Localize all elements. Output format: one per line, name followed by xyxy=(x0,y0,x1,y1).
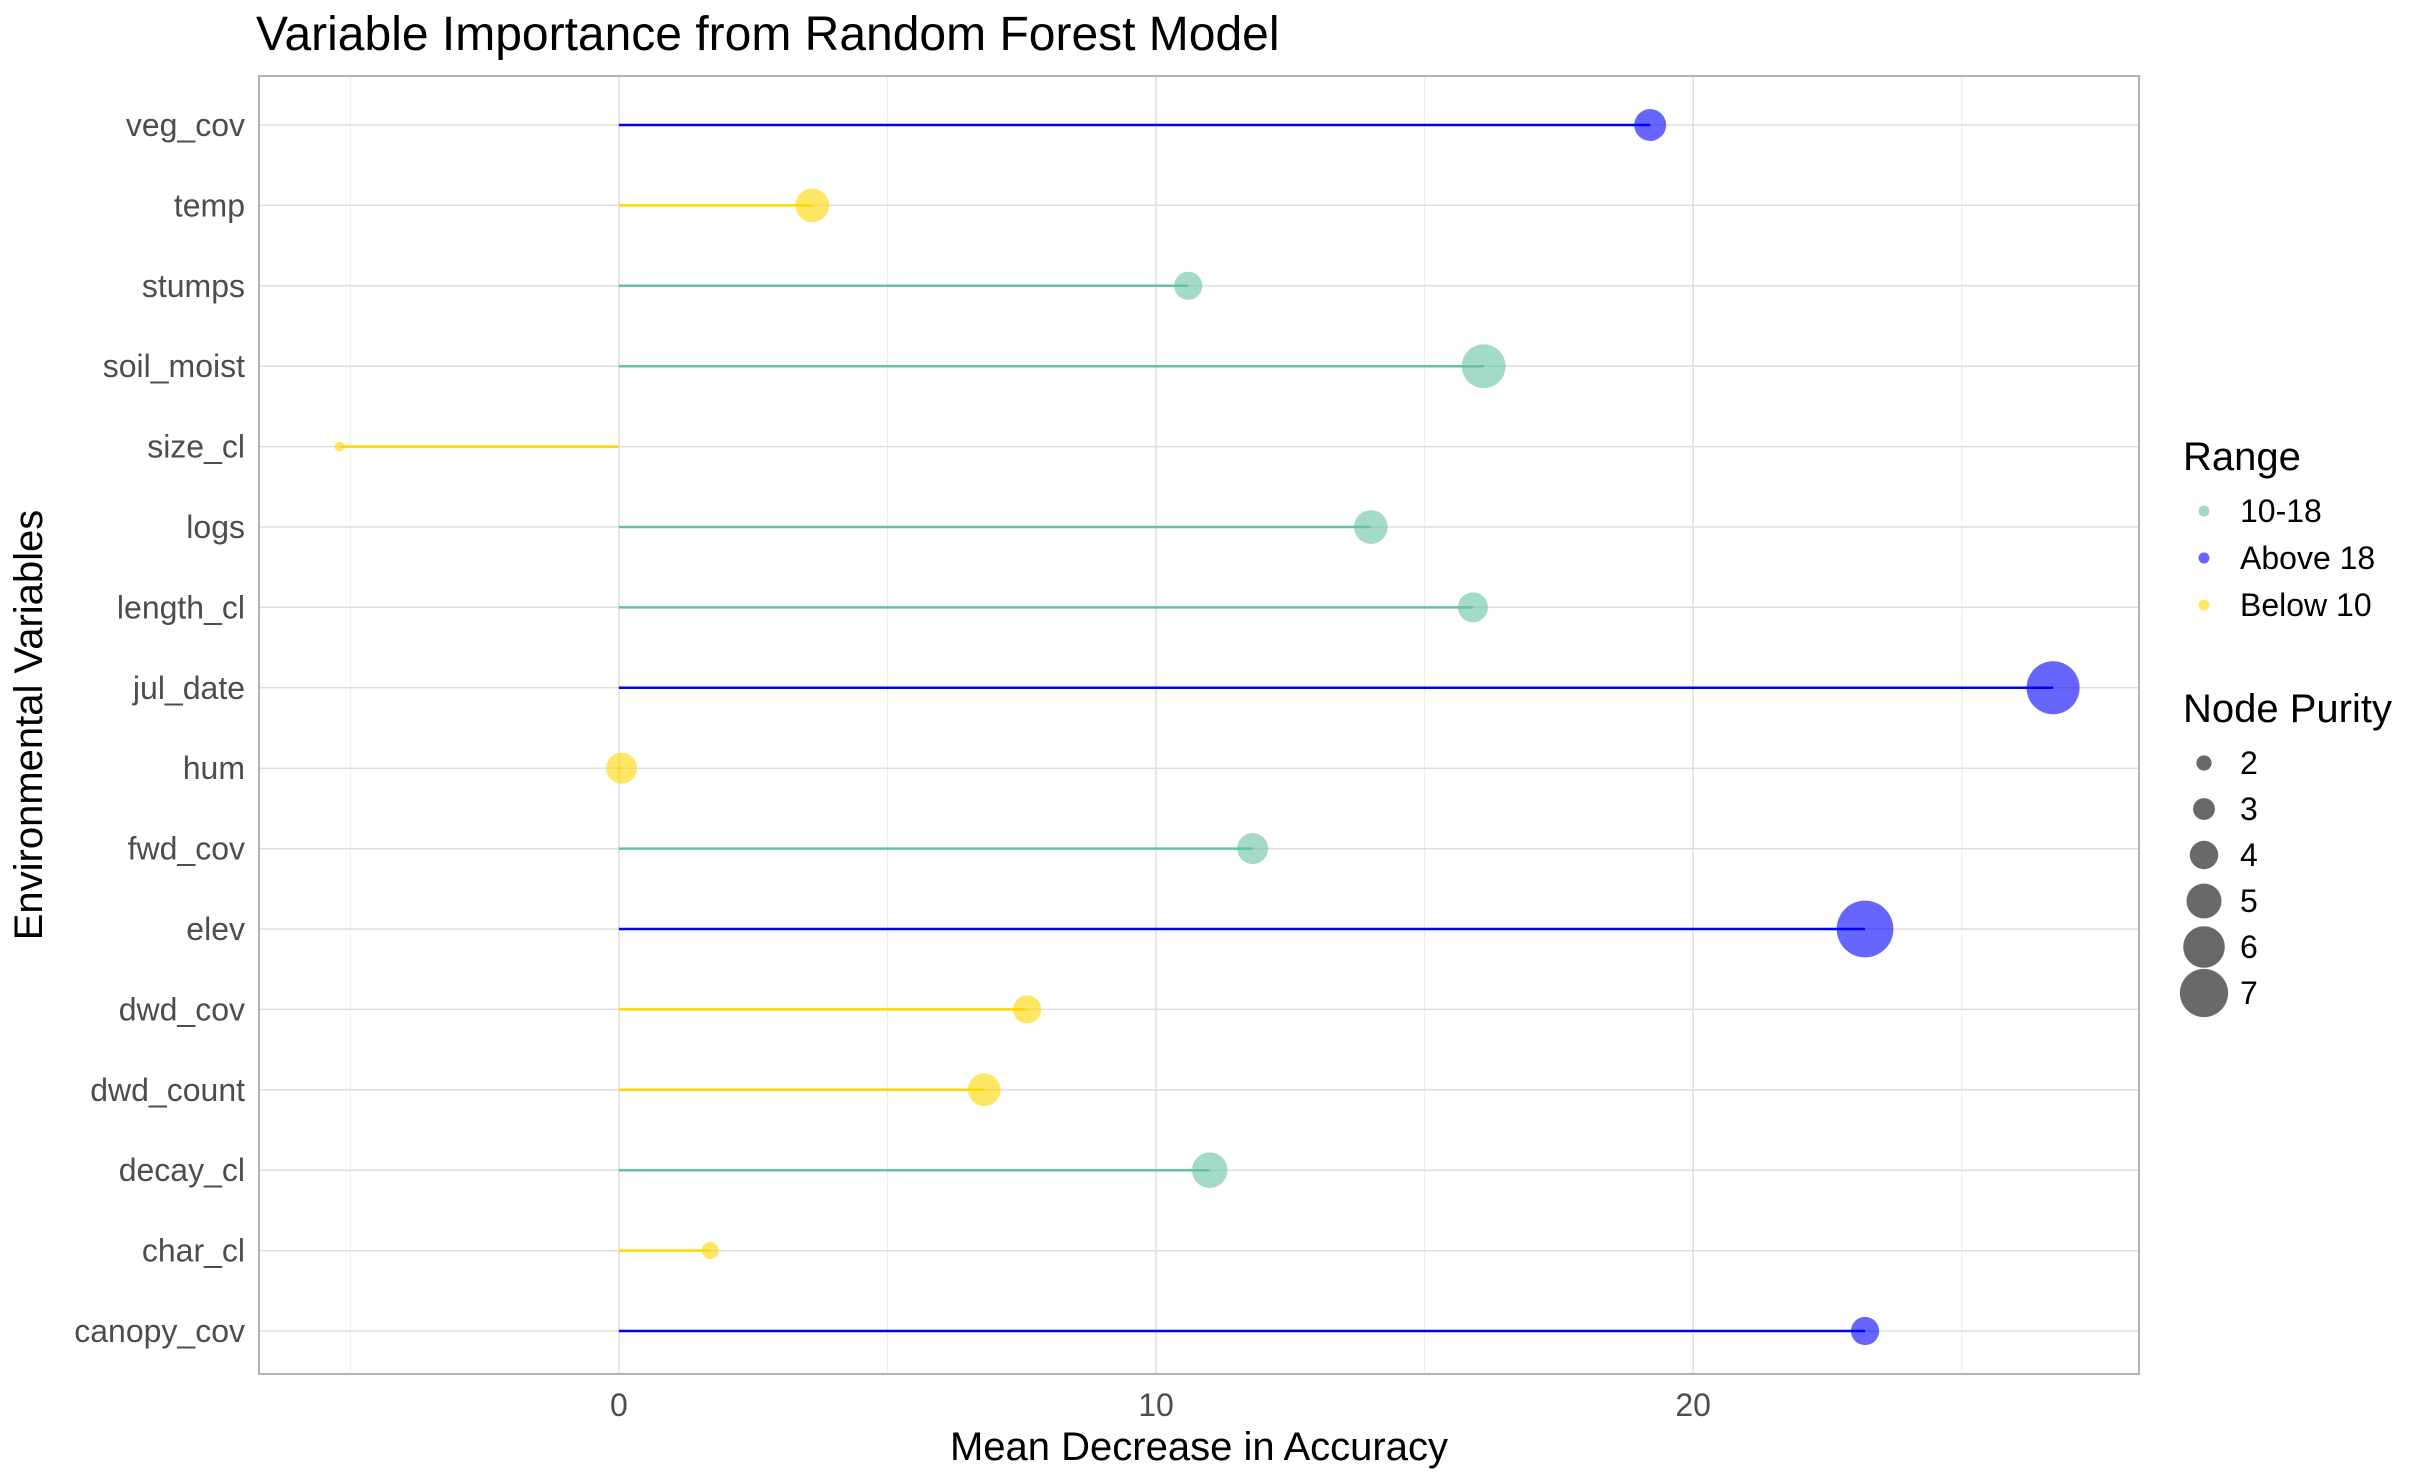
lollipop-point-hum xyxy=(606,752,638,784)
legend-range-label: Below 10 xyxy=(2240,587,2372,623)
y-tick-label: veg_cov xyxy=(126,107,245,143)
lollipop-point-temp xyxy=(795,188,830,223)
y-tick-label: dwd_cov xyxy=(119,991,245,1027)
legend-size-label: 6 xyxy=(2240,929,2258,965)
y-tick-label: soil_moist xyxy=(103,348,245,384)
legend-size-key xyxy=(2193,798,2215,820)
lollipop-point-size_cl xyxy=(334,441,345,452)
legend-size-label: 4 xyxy=(2240,837,2258,873)
legend-range-label: Above 18 xyxy=(2240,540,2375,576)
legend-key-Above 18 xyxy=(2198,552,2210,564)
x-axis-title: Mean Decrease in Accuracy xyxy=(950,1425,1448,1469)
legend-size-key xyxy=(2196,755,2212,771)
lollipop-stems xyxy=(339,123,2054,1333)
y-axis-title: Environmental Variables xyxy=(7,510,51,941)
lollipop-point-char_cl xyxy=(701,1242,719,1260)
y-tick-label: size_cl xyxy=(147,429,245,465)
lollipop-point-stumps xyxy=(1174,271,1203,300)
lollipop-point-decay_cl xyxy=(1191,1152,1228,1188)
y-tick-label: temp xyxy=(174,187,245,223)
x-axis-tick-labels: 0 10 20 xyxy=(610,1387,1711,1423)
panel-border xyxy=(258,75,2140,1375)
lollipop-point-length_cl xyxy=(1457,592,1488,623)
legend-range-title: Range xyxy=(2183,435,2301,479)
legend-key-10-18 xyxy=(2198,505,2210,517)
x-tick-label: 0 xyxy=(610,1387,628,1423)
legend-range-label: 10-18 xyxy=(2240,493,2322,529)
lollipop-point-veg_cov xyxy=(1634,109,1667,141)
y-tick-label: hum xyxy=(183,750,245,786)
lollipop-point-elev xyxy=(1836,900,1894,958)
lollipop-point-dwd_cov xyxy=(1013,995,1042,1024)
legend-size-key xyxy=(2183,926,2225,968)
y-tick-label: char_cl xyxy=(142,1233,245,1269)
y-tick-label: fwd_cov xyxy=(128,831,245,867)
legend-size-key xyxy=(2186,883,2222,919)
y-tick-label: canopy_cov xyxy=(74,1313,245,1349)
legend-range-entries: 10-18 Above 18 Below 10 xyxy=(2198,493,2375,623)
y-tick-label: logs xyxy=(186,509,245,545)
lollipop-point-soil_moist xyxy=(1461,344,1506,389)
lollipop-point-dwd_count xyxy=(967,1073,1001,1107)
legend-key-Below 10 xyxy=(2198,599,2210,611)
y-tick-label: jul_date xyxy=(132,670,245,706)
legend-size-label: 7 xyxy=(2240,975,2258,1011)
y-tick-label: decay_cl xyxy=(119,1152,245,1188)
y-tick-label: length_cl xyxy=(117,589,245,625)
y-tick-label: stumps xyxy=(142,268,245,304)
y-tick-label: elev xyxy=(186,911,245,947)
chart-title: Variable Importance from Random Forest M… xyxy=(256,8,1280,61)
lollipop-point-fwd_cov xyxy=(1237,833,1269,865)
x-tick-label: 10 xyxy=(1138,1387,1174,1423)
lollipop-point-logs xyxy=(1354,510,1388,544)
lollipop-point-canopy_cov xyxy=(1850,1316,1880,1346)
legend-node-purity-title: Node Purity xyxy=(2183,687,2392,731)
legend-size-label: 5 xyxy=(2240,883,2258,919)
lollipop-point-jul_date xyxy=(2026,661,2080,715)
legend-size-key xyxy=(2179,968,2229,1018)
legend-size-key xyxy=(2189,840,2219,870)
x-tick-label: 20 xyxy=(1675,1387,1711,1423)
lollipop-points xyxy=(334,109,2080,1346)
legend-size-label: 2 xyxy=(2240,745,2258,781)
plot-panel xyxy=(258,75,2140,1375)
y-tick-label: dwd_count xyxy=(90,1072,245,1108)
legend-size-label: 3 xyxy=(2240,791,2258,827)
legend-node-purity-entries: 2 3 4 5 6 7 xyxy=(2179,745,2258,1018)
y-axis-tick-labels: canopy_cov char_cl decay_cl dwd_count dwd_co… xyxy=(74,107,245,1349)
